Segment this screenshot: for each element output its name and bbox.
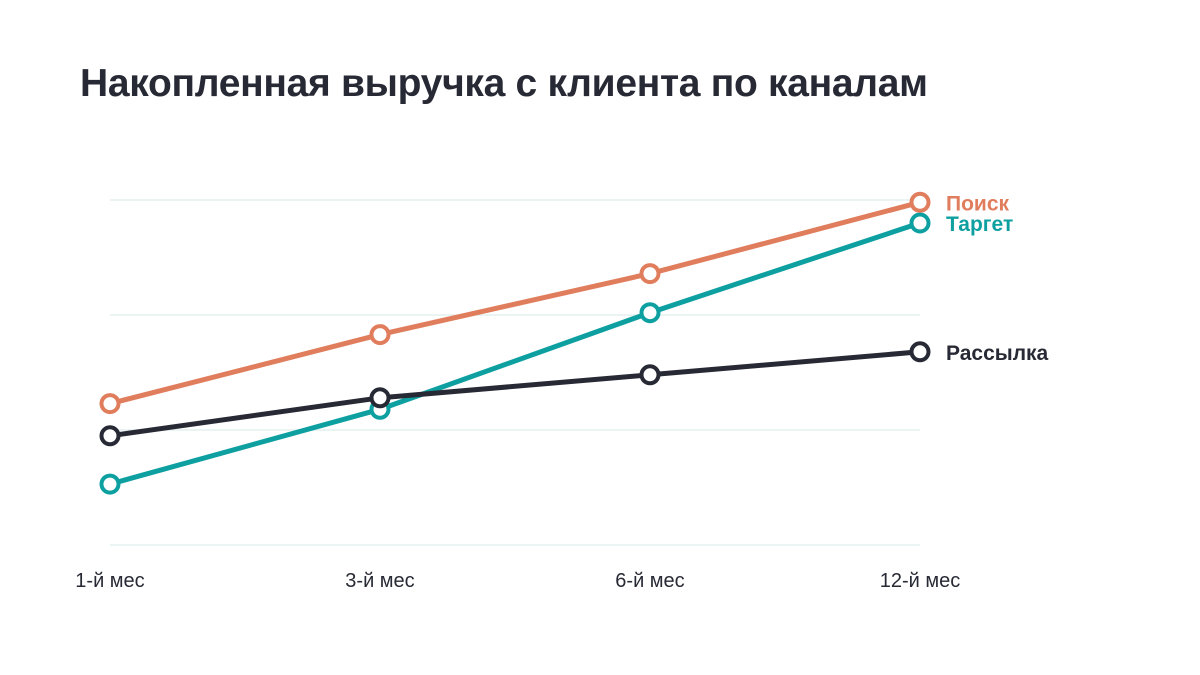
series-label-0: Поиск <box>946 192 1010 215</box>
data-point <box>909 212 931 234</box>
grid-lines <box>110 199 920 546</box>
series-label-1: Таргет <box>946 213 1013 236</box>
x-tick-label: 3-й мес <box>345 570 414 592</box>
data-point <box>639 302 661 324</box>
data-point <box>99 473 121 495</box>
x-tick-label: 12-й мес <box>880 570 961 592</box>
data-point <box>369 324 391 346</box>
series-lines <box>107 199 923 487</box>
data-point <box>909 191 931 213</box>
data-point <box>639 364 661 386</box>
data-points <box>99 191 931 495</box>
series-line-0 <box>107 199 923 407</box>
x-axis-ticks: 1-й мес 3-й мес 6-й мес 12-й мес <box>75 570 960 592</box>
data-point <box>639 263 661 285</box>
data-point <box>909 341 931 363</box>
series-label-2: Рассылка <box>946 342 1049 365</box>
x-tick-label: 6-й мес <box>615 570 684 592</box>
chart-title: Накопленная выручка с клиента по каналам <box>80 62 928 105</box>
series-line-2 <box>107 349 923 439</box>
data-point <box>369 387 391 409</box>
data-point <box>99 393 121 415</box>
data-point <box>99 425 121 447</box>
x-tick-label: 1-й мес <box>75 570 144 592</box>
series-line-1 <box>107 220 923 487</box>
